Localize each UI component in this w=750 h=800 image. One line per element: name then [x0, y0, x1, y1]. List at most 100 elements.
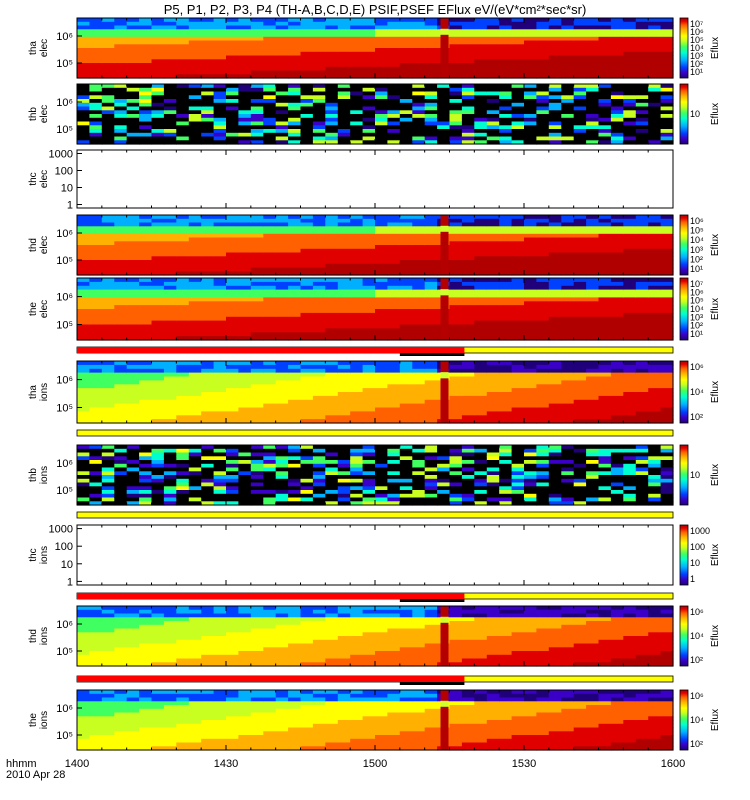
spectrogram-cell	[573, 29, 587, 34]
spectrogram-cell	[350, 456, 364, 461]
spectrogram-cell	[474, 293, 488, 298]
spectrogram-cell	[610, 241, 624, 246]
spectrogram-cell	[325, 70, 339, 75]
spectrogram-cell	[238, 140, 252, 145]
spectrogram-cell	[337, 399, 351, 405]
spectrogram-cell	[114, 222, 128, 227]
spectrogram-cell	[77, 117, 90, 123]
spectrogram-cell	[486, 263, 500, 269]
spectrogram-cell	[337, 289, 351, 295]
spectrogram-cell	[623, 66, 637, 72]
spectrogram-cell	[201, 44, 215, 49]
spectrogram-cell	[312, 463, 326, 469]
spectrogram-cell	[561, 316, 575, 322]
spectrogram-cell	[648, 289, 662, 295]
spectrogram-cell	[660, 316, 674, 322]
spectrogram-cell	[610, 332, 624, 337]
spectrogram-cell	[461, 215, 475, 220]
spectrogram-cell	[114, 106, 128, 111]
spectrogram-cell	[226, 395, 239, 401]
spectrogram-cell	[263, 99, 277, 104]
spectrogram-cell	[362, 260, 376, 265]
spectrogram-cell	[250, 36, 264, 42]
spectrogram-cell	[648, 320, 662, 326]
spectrogram-cell	[275, 456, 289, 461]
spectrogram-cell	[101, 497, 115, 502]
spectrogram-cell	[101, 285, 115, 291]
spectrogram-cell	[474, 63, 488, 68]
spectrogram-cell	[250, 237, 264, 242]
spectrogram-cell	[89, 388, 103, 393]
spectrogram-cell	[610, 289, 624, 295]
spectrogram-cell	[399, 132, 413, 138]
spectrogram-cell	[524, 106, 537, 111]
spectrogram-cell	[610, 129, 624, 134]
spectrogram-cell	[101, 456, 115, 461]
spectrogram-cell	[362, 361, 376, 366]
spectrogram-cell	[610, 388, 624, 393]
spectrogram-cell	[375, 230, 388, 235]
spectrogram-cell	[238, 237, 252, 242]
spectrogram-cell	[648, 44, 662, 49]
spectrogram-cell	[114, 230, 128, 235]
spectrogram-cell	[598, 456, 612, 461]
spectrogram-cell	[536, 320, 550, 326]
spectrogram-cell	[89, 368, 103, 374]
spectrogram-cell	[561, 129, 575, 134]
spectrogram-cell	[362, 301, 376, 306]
spectrogram-cell	[350, 256, 364, 261]
spectrogram-cell	[201, 66, 215, 72]
spectrogram-cell	[598, 372, 612, 378]
spectrogram-cell	[275, 490, 289, 495]
spectrogram-cell	[163, 419, 177, 424]
spectrogram-cell	[300, 215, 314, 220]
spectrogram-cell	[126, 320, 140, 326]
spectrogram-cell	[623, 380, 637, 385]
spectrogram-cell	[424, 392, 438, 397]
spectrogram-cell	[635, 237, 649, 242]
spectrogram-cell	[77, 289, 90, 295]
spectrogram-cell	[250, 102, 264, 108]
spectrogram-cell	[598, 490, 612, 495]
spectrogram-cell	[461, 70, 475, 75]
spectrogram-cell	[188, 256, 202, 261]
spectrogram-cell	[586, 245, 600, 250]
spectrogram-cell	[300, 452, 314, 457]
spectrogram-cell	[499, 226, 513, 231]
spectrogram-cell	[250, 415, 264, 420]
spectrogram-cell	[610, 501, 624, 506]
spectrogram-cell	[126, 312, 140, 318]
spectrogram-cell	[399, 74, 413, 79]
spectrogram-cell	[350, 324, 364, 329]
spectrogram-cell	[623, 55, 637, 60]
spectrogram-cell	[648, 419, 662, 424]
spectrogram-cell	[387, 129, 401, 134]
spectrogram-cell	[387, 241, 401, 246]
spectrogram-cell	[300, 263, 314, 269]
spectrogram-cell	[362, 463, 376, 469]
spectrogram-cell	[660, 263, 674, 269]
spectrogram-cell	[213, 33, 227, 38]
spectrogram-cell	[648, 102, 662, 108]
spectrogram-cell	[114, 501, 128, 506]
spectrogram-cell	[573, 63, 587, 68]
spectrogram-cell	[126, 372, 140, 378]
spectrogram-cell	[101, 132, 115, 138]
spectrogram-cell	[635, 263, 649, 269]
spectrogram-cell	[660, 84, 674, 89]
spectrogram-cell	[288, 376, 302, 381]
spectrogram-cell	[437, 493, 451, 499]
spectrogram-cell	[288, 99, 302, 104]
spectrogram-cell	[77, 460, 90, 465]
spectrogram-cell	[635, 233, 649, 239]
spectrogram-cell	[188, 364, 202, 370]
spectrogram-cell	[511, 448, 525, 454]
spectrogram-cell	[139, 125, 153, 130]
spectrogram-cell	[399, 25, 413, 30]
spectrogram-cell	[610, 267, 624, 272]
spectrogram-cell	[201, 106, 215, 111]
spectrogram-cell	[635, 471, 649, 476]
spectrogram-cell	[139, 490, 153, 495]
